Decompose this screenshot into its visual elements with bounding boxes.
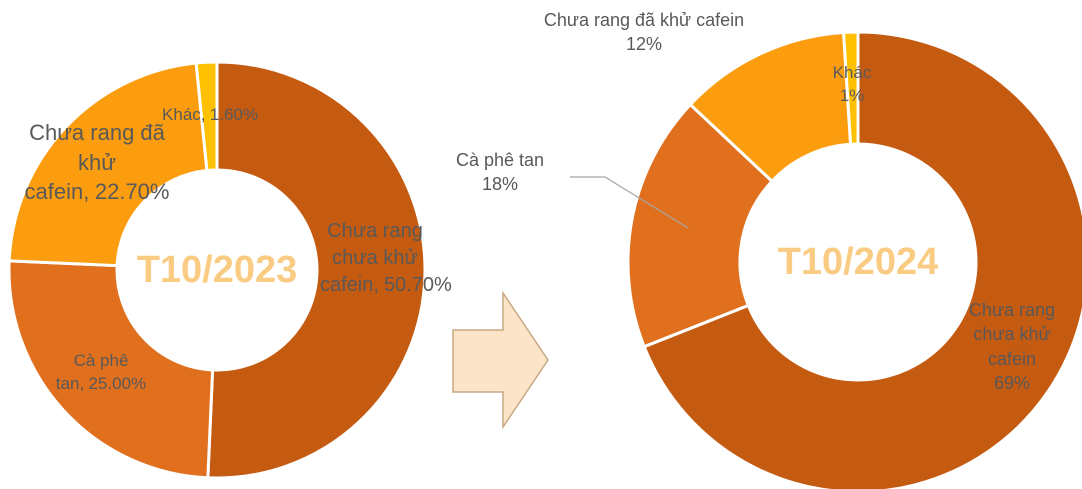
wedge [626,102,775,349]
chart-title: T10/2024 [778,241,939,283]
data-label: Chưa rang đã khử cafein 12% [494,8,794,57]
label-value: 25.00% [88,373,147,393]
label-value: 18% [481,174,519,195]
wedge [7,259,215,480]
label-value: 50.70% [383,274,452,296]
label-value: 22.70% [94,179,170,205]
data-label: Cà phê tan 18% [435,148,565,197]
label-category: Chưa rang chưa khử cafein [968,300,1056,369]
label-value: 12% [625,34,663,55]
wedge [642,30,1082,489]
chart-title: T10/2023 [137,249,298,291]
wedge [206,60,427,480]
label-category: Chưa rang đã khử cafein [543,10,745,30]
label-category: Cà phê tan [455,150,545,170]
wedge [7,61,209,268]
data-label: Chưa rang chưa khử cafein50.70% [320,218,452,299]
data-label: Khác 1% [812,62,892,108]
label-value: 1% [839,85,865,105]
label-value: 1.60% [209,105,258,124]
label-category: Khác [162,105,205,124]
arrow [452,290,549,430]
data-label: Chưa rang đã khử cafein22.70% [17,118,177,207]
leader-line [570,176,689,229]
label-category: Khác [832,63,872,82]
label-value: 69% [993,372,1031,393]
data-label: Cà phê tan25.00% [36,350,166,396]
wedge [194,60,219,173]
wedge [841,30,860,146]
data-label: Chưa rang chưa khử cafein 69% [957,298,1067,395]
